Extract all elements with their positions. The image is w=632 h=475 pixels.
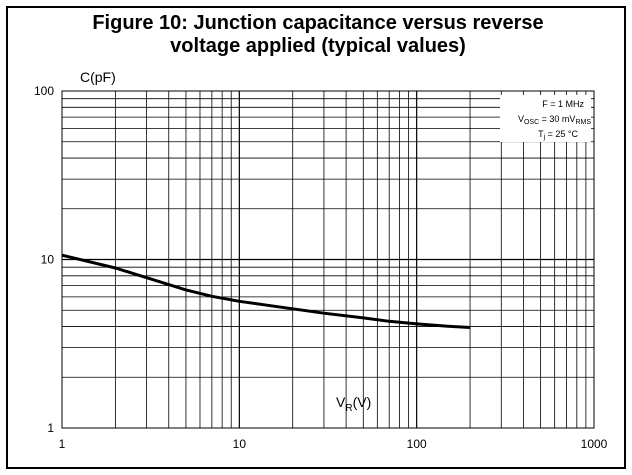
temp-tail: = 25 °C xyxy=(545,129,578,139)
condition-temperature: Tj = 25 °C xyxy=(538,129,578,141)
vosc-sub: OSC xyxy=(524,119,539,126)
plot-border xyxy=(61,90,595,429)
y-axis-label: C(pF) xyxy=(80,69,116,85)
x-tick-label: 1 xyxy=(59,437,66,451)
figure-frame: Figure 10: Junction capacitance versus r… xyxy=(6,6,626,469)
x-axis-label: VR(V) xyxy=(336,394,371,414)
y-tick-label: 10 xyxy=(41,253,55,267)
vosc-mid: = 30 mV xyxy=(539,114,575,124)
condition-frequency: F = 1 MHz xyxy=(542,99,584,109)
conditions-text: F = 1 MHz VOSC = 30 mVRMS Tj = 25 °C xyxy=(518,99,591,141)
temp-main: T xyxy=(538,129,544,139)
x-tick-label: 1000 xyxy=(581,437,608,451)
chart-title-line-2: voltage applied (typical values) xyxy=(170,35,466,57)
x-axis-label-tail: (V) xyxy=(353,394,372,410)
condition-vosc: VOSC = 30 mVRMS xyxy=(518,114,591,126)
vosc-sub2: RMS xyxy=(575,119,591,126)
chart-title: Figure 10: Junction capacitance versus r… xyxy=(8,12,628,58)
conditions-box xyxy=(500,95,591,142)
y-tick-label: 1 xyxy=(47,421,54,435)
vosc-main: V xyxy=(518,114,524,124)
x-tick-label: 10 xyxy=(233,437,247,451)
temp-sub: j xyxy=(543,134,546,141)
chart-title-line-1: Figure 10: Junction capacitance versus r… xyxy=(92,12,544,34)
x-axis-label-main: V xyxy=(336,394,346,410)
y-tick-label: 100 xyxy=(34,84,54,98)
x-axis-label-sub: R xyxy=(345,403,352,414)
tick-labels: 1 10 100 1000 1 10 100 xyxy=(34,84,608,451)
x-tick-label: 100 xyxy=(407,437,427,451)
series-line xyxy=(61,253,471,329)
